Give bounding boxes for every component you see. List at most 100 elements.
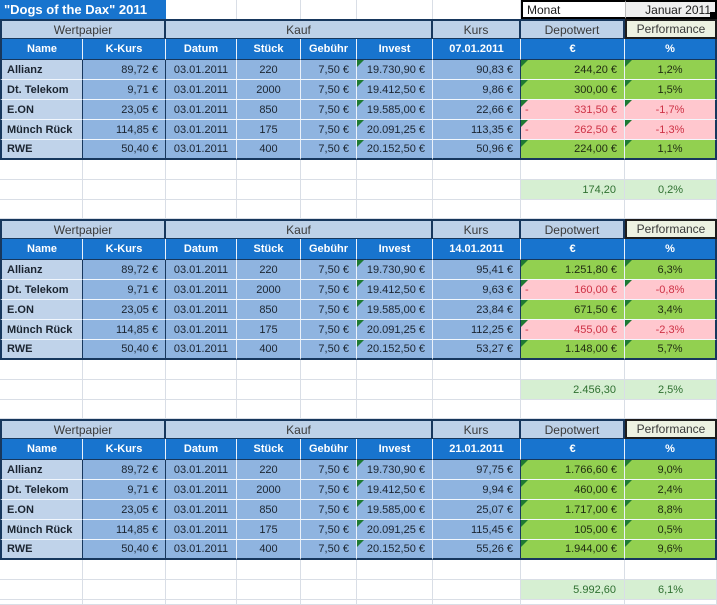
depotwert-cell[interactable]: - 455,00 €	[521, 320, 625, 340]
empty-cell[interactable]	[166, 160, 237, 180]
stock-name-cell[interactable]: Münch Rück	[0, 520, 83, 540]
gebuehr-cell[interactable]: 7,50 €	[301, 500, 357, 520]
empty-cell[interactable]	[0, 600, 83, 605]
invest-cell[interactable]: 19.730,90 €	[357, 60, 433, 80]
gebuehr-cell[interactable]: 7,50 €	[301, 60, 357, 80]
empty-cell[interactable]	[83, 580, 166, 600]
performance-cell[interactable]: 8,8%	[625, 500, 717, 520]
datum-cell[interactable]: 03.01.2011	[166, 140, 237, 160]
empty-cell[interactable]	[521, 200, 625, 219]
stueck-cell[interactable]: 850	[237, 300, 301, 320]
empty-cell[interactable]	[301, 380, 357, 400]
invest-cell[interactable]: 19.412,50 €	[357, 280, 433, 300]
empty-cell[interactable]	[166, 380, 237, 400]
empty-cell[interactable]	[237, 360, 301, 380]
empty-cell[interactable]	[301, 560, 357, 580]
gebuehr-cell[interactable]: 7,50 €	[301, 120, 357, 140]
stock-name-cell[interactable]: RWE	[0, 340, 83, 360]
kurs-cell[interactable]: 22,66 €	[433, 100, 521, 120]
stock-name-cell[interactable]: E.ON	[0, 100, 83, 120]
depotwert-cell[interactable]: 224,00 €	[521, 140, 625, 160]
empty-cell[interactable]	[83, 600, 166, 605]
total-performance-cell[interactable]: 2,5%	[625, 380, 717, 400]
empty-cell[interactable]	[301, 600, 357, 605]
kurs-cell[interactable]: 23,84 €	[433, 300, 521, 320]
stueck-cell[interactable]: 220	[237, 60, 301, 80]
k-kurs-cell[interactable]: 9,71 €	[83, 480, 166, 500]
empty-cell[interactable]	[357, 200, 433, 219]
performance-cell[interactable]: 1,1%	[625, 140, 717, 160]
performance-cell[interactable]: 2,4%	[625, 480, 717, 500]
k-kurs-cell[interactable]: 23,05 €	[83, 100, 166, 120]
empty-cell[interactable]	[0, 180, 83, 200]
stueck-cell[interactable]: 400	[237, 540, 301, 560]
stock-name-cell[interactable]: E.ON	[0, 500, 83, 520]
invest-cell[interactable]: 19.730,90 €	[357, 260, 433, 280]
stock-name-cell[interactable]: Allianz	[0, 460, 83, 480]
depotwert-cell[interactable]: - 262,50 €	[521, 120, 625, 140]
datum-cell[interactable]: 03.01.2011	[166, 320, 237, 340]
k-kurs-cell[interactable]: 89,72 €	[83, 460, 166, 480]
empty-cell[interactable]	[237, 0, 301, 19]
depotwert-cell[interactable]: 671,50 €	[521, 300, 625, 320]
kurs-cell[interactable]: 90,83 €	[433, 60, 521, 80]
empty-cell[interactable]	[166, 200, 237, 219]
gebuehr-cell[interactable]: 7,50 €	[301, 280, 357, 300]
k-kurs-cell[interactable]: 50,40 €	[83, 540, 166, 560]
stueck-cell[interactable]: 850	[237, 100, 301, 120]
invest-cell[interactable]: 20.091,25 €	[357, 320, 433, 340]
empty-cell[interactable]	[0, 380, 83, 400]
invest-cell[interactable]: 20.091,25 €	[357, 520, 433, 540]
performance-cell[interactable]: 1,5%	[625, 80, 717, 100]
depotwert-cell[interactable]: 1.944,00 €	[521, 540, 625, 560]
stueck-cell[interactable]: 175	[237, 120, 301, 140]
stueck-cell[interactable]: 2000	[237, 80, 301, 100]
empty-cell[interactable]	[357, 180, 433, 200]
empty-cell[interactable]	[83, 160, 166, 180]
empty-cell[interactable]	[433, 580, 521, 600]
empty-cell[interactable]	[625, 600, 717, 605]
empty-cell[interactable]	[166, 600, 237, 605]
depotwert-cell[interactable]: 1.766,60 €	[521, 460, 625, 480]
invest-cell[interactable]: 19.585,00 €	[357, 100, 433, 120]
stock-name-cell[interactable]: Dt. Telekom	[0, 80, 83, 100]
depotwert-cell[interactable]: 1.717,00 €	[521, 500, 625, 520]
stueck-cell[interactable]: 175	[237, 520, 301, 540]
gebuehr-cell[interactable]: 7,50 €	[301, 320, 357, 340]
datum-cell[interactable]: 03.01.2011	[166, 540, 237, 560]
empty-cell[interactable]	[357, 580, 433, 600]
empty-cell[interactable]	[0, 360, 83, 380]
empty-cell[interactable]	[83, 400, 166, 419]
empty-cell[interactable]	[521, 160, 625, 180]
performance-cell[interactable]: 5,7%	[625, 340, 717, 360]
depotwert-cell[interactable]: 105,00 €	[521, 520, 625, 540]
total-depotwert-cell[interactable]: 174,20	[521, 180, 625, 200]
k-kurs-cell[interactable]: 9,71 €	[83, 80, 166, 100]
total-depotwert-cell[interactable]: 5.992,60	[521, 580, 625, 600]
kurs-cell[interactable]: 53,27 €	[433, 340, 521, 360]
kurs-cell[interactable]: 112,25 €	[433, 320, 521, 340]
datum-cell[interactable]: 03.01.2011	[166, 500, 237, 520]
stock-name-cell[interactable]: RWE	[0, 140, 83, 160]
empty-cell[interactable]	[166, 180, 237, 200]
empty-cell[interactable]	[301, 360, 357, 380]
gebuehr-cell[interactable]: 7,50 €	[301, 460, 357, 480]
empty-cell[interactable]	[237, 180, 301, 200]
stock-name-cell[interactable]: Allianz	[0, 260, 83, 280]
datum-cell[interactable]: 03.01.2011	[166, 60, 237, 80]
depotwert-cell[interactable]: 460,00 €	[521, 480, 625, 500]
kurs-cell[interactable]: 50,96 €	[433, 140, 521, 160]
total-depotwert-cell[interactable]: 2.456,30	[521, 380, 625, 400]
empty-cell[interactable]	[433, 0, 521, 19]
empty-cell[interactable]	[166, 0, 237, 19]
datum-cell[interactable]: 03.01.2011	[166, 340, 237, 360]
k-kurs-cell[interactable]: 114,85 €	[83, 520, 166, 540]
performance-cell[interactable]: 6,3%	[625, 260, 717, 280]
stock-name-cell[interactable]: Dt. Telekom	[0, 480, 83, 500]
stock-name-cell[interactable]: Allianz	[0, 60, 83, 80]
performance-cell[interactable]: 9,0%	[625, 460, 717, 480]
invest-cell[interactable]: 19.412,50 €	[357, 80, 433, 100]
empty-cell[interactable]	[237, 380, 301, 400]
kurs-cell[interactable]: 9,94 €	[433, 480, 521, 500]
stueck-cell[interactable]: 2000	[237, 280, 301, 300]
